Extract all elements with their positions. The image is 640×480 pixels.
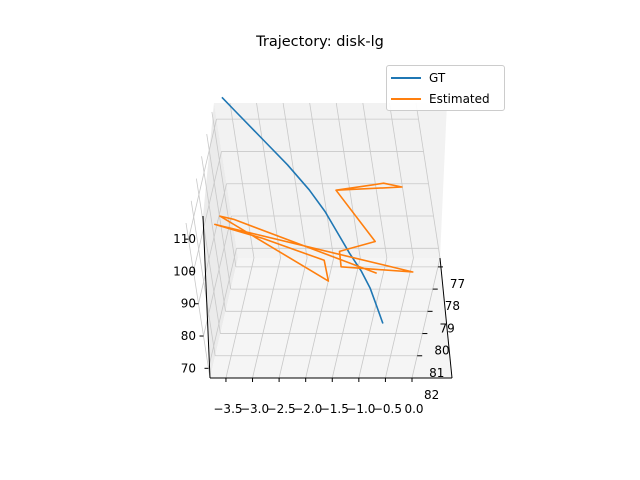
legend-swatch-gt bbox=[391, 77, 421, 79]
x-tick-label: −1.0 bbox=[346, 402, 375, 416]
grid-x-floor-2 bbox=[278, 257, 308, 379]
z-tick-label: 100 bbox=[173, 264, 196, 278]
legend-entry-gt: GT bbox=[391, 68, 445, 88]
grid-y-wall-1 bbox=[206, 134, 232, 290]
grid-y-wall-2 bbox=[201, 156, 226, 312]
grid-x-wall-4 bbox=[335, 102, 361, 259]
grid-z-left-2 bbox=[198, 183, 227, 304]
legend-label-estimated: Estimated bbox=[429, 92, 490, 106]
x-tick-label: −2.5 bbox=[267, 402, 296, 416]
x-tick-label: −1.5 bbox=[320, 402, 349, 416]
z-tick-label: 70 bbox=[181, 361, 196, 375]
z-tick-label: 90 bbox=[181, 297, 196, 311]
chart-title: Trajectory: disk-lg bbox=[256, 34, 384, 50]
x-tick-label: −3.5 bbox=[213, 402, 242, 416]
grid-z-left-4 bbox=[188, 119, 217, 240]
floor-pane bbox=[210, 258, 452, 378]
grid-x-floor-6 bbox=[385, 257, 414, 379]
x-tick-label: −2.0 bbox=[293, 402, 322, 416]
z-tick-label: 80 bbox=[181, 329, 196, 343]
series-line-gt bbox=[221, 96, 384, 324]
z-axis-line bbox=[202, 215, 211, 379]
grid-x-wall-6 bbox=[389, 102, 414, 259]
grid-x-floor-4 bbox=[331, 257, 361, 379]
grid-x-wall-5 bbox=[362, 102, 388, 259]
y-axis-line bbox=[439, 257, 453, 379]
left-pane bbox=[203, 103, 238, 378]
x-tick-label: −3.0 bbox=[240, 402, 269, 416]
z-tick-label: 110 bbox=[173, 232, 196, 246]
grid-x-floor-3 bbox=[305, 257, 335, 379]
x-tick-label: 0.0 bbox=[404, 402, 423, 416]
series-line-estimated bbox=[214, 182, 414, 282]
grid-x-floor-0 bbox=[225, 257, 255, 379]
legend-label-gt: GT bbox=[429, 71, 446, 85]
tick-marks bbox=[184, 238, 443, 382]
grid-y-wall-5 bbox=[185, 222, 211, 379]
legend: GT Estimated bbox=[386, 65, 505, 111]
grid-y-wall-3 bbox=[195, 178, 221, 334]
grid-z-left-3 bbox=[193, 151, 222, 272]
y-tick-label: 78 bbox=[445, 299, 460, 313]
legend-entry-estimated: Estimated bbox=[391, 89, 490, 109]
y-tick-label: 82 bbox=[424, 388, 439, 402]
grid-x-wall-7 bbox=[415, 102, 441, 259]
grid-x-floor-7 bbox=[411, 257, 441, 379]
y-tick-label: 77 bbox=[450, 277, 465, 291]
grid-x-wall-1 bbox=[256, 102, 281, 259]
grid-x-floor-1 bbox=[252, 257, 281, 379]
legend-swatch-estimated bbox=[391, 98, 421, 100]
tick-labels: −3.5−3.0−2.5−2.0−1.5−1.0−0.5 0.0 77 78 79 80 8… bbox=[173, 232, 465, 416]
grid-y-wall-4 bbox=[190, 200, 216, 356]
grid-x-wall-2 bbox=[282, 102, 308, 259]
y-tick-label: 79 bbox=[440, 321, 455, 335]
grid-x-wall-3 bbox=[309, 102, 335, 259]
back-pane bbox=[214, 103, 447, 258]
grid-y-wall-0 bbox=[211, 111, 237, 267]
grid-z-left-1 bbox=[203, 215, 232, 337]
grid-x-floor-5 bbox=[358, 257, 388, 379]
x-tick-label: −0.5 bbox=[373, 402, 402, 416]
axes-panes bbox=[203, 103, 452, 378]
y-tick-label: 80 bbox=[434, 344, 449, 358]
series-lines bbox=[214, 96, 414, 324]
grid-z-left-0 bbox=[208, 248, 237, 369]
y-tick-label: 81 bbox=[429, 366, 444, 380]
